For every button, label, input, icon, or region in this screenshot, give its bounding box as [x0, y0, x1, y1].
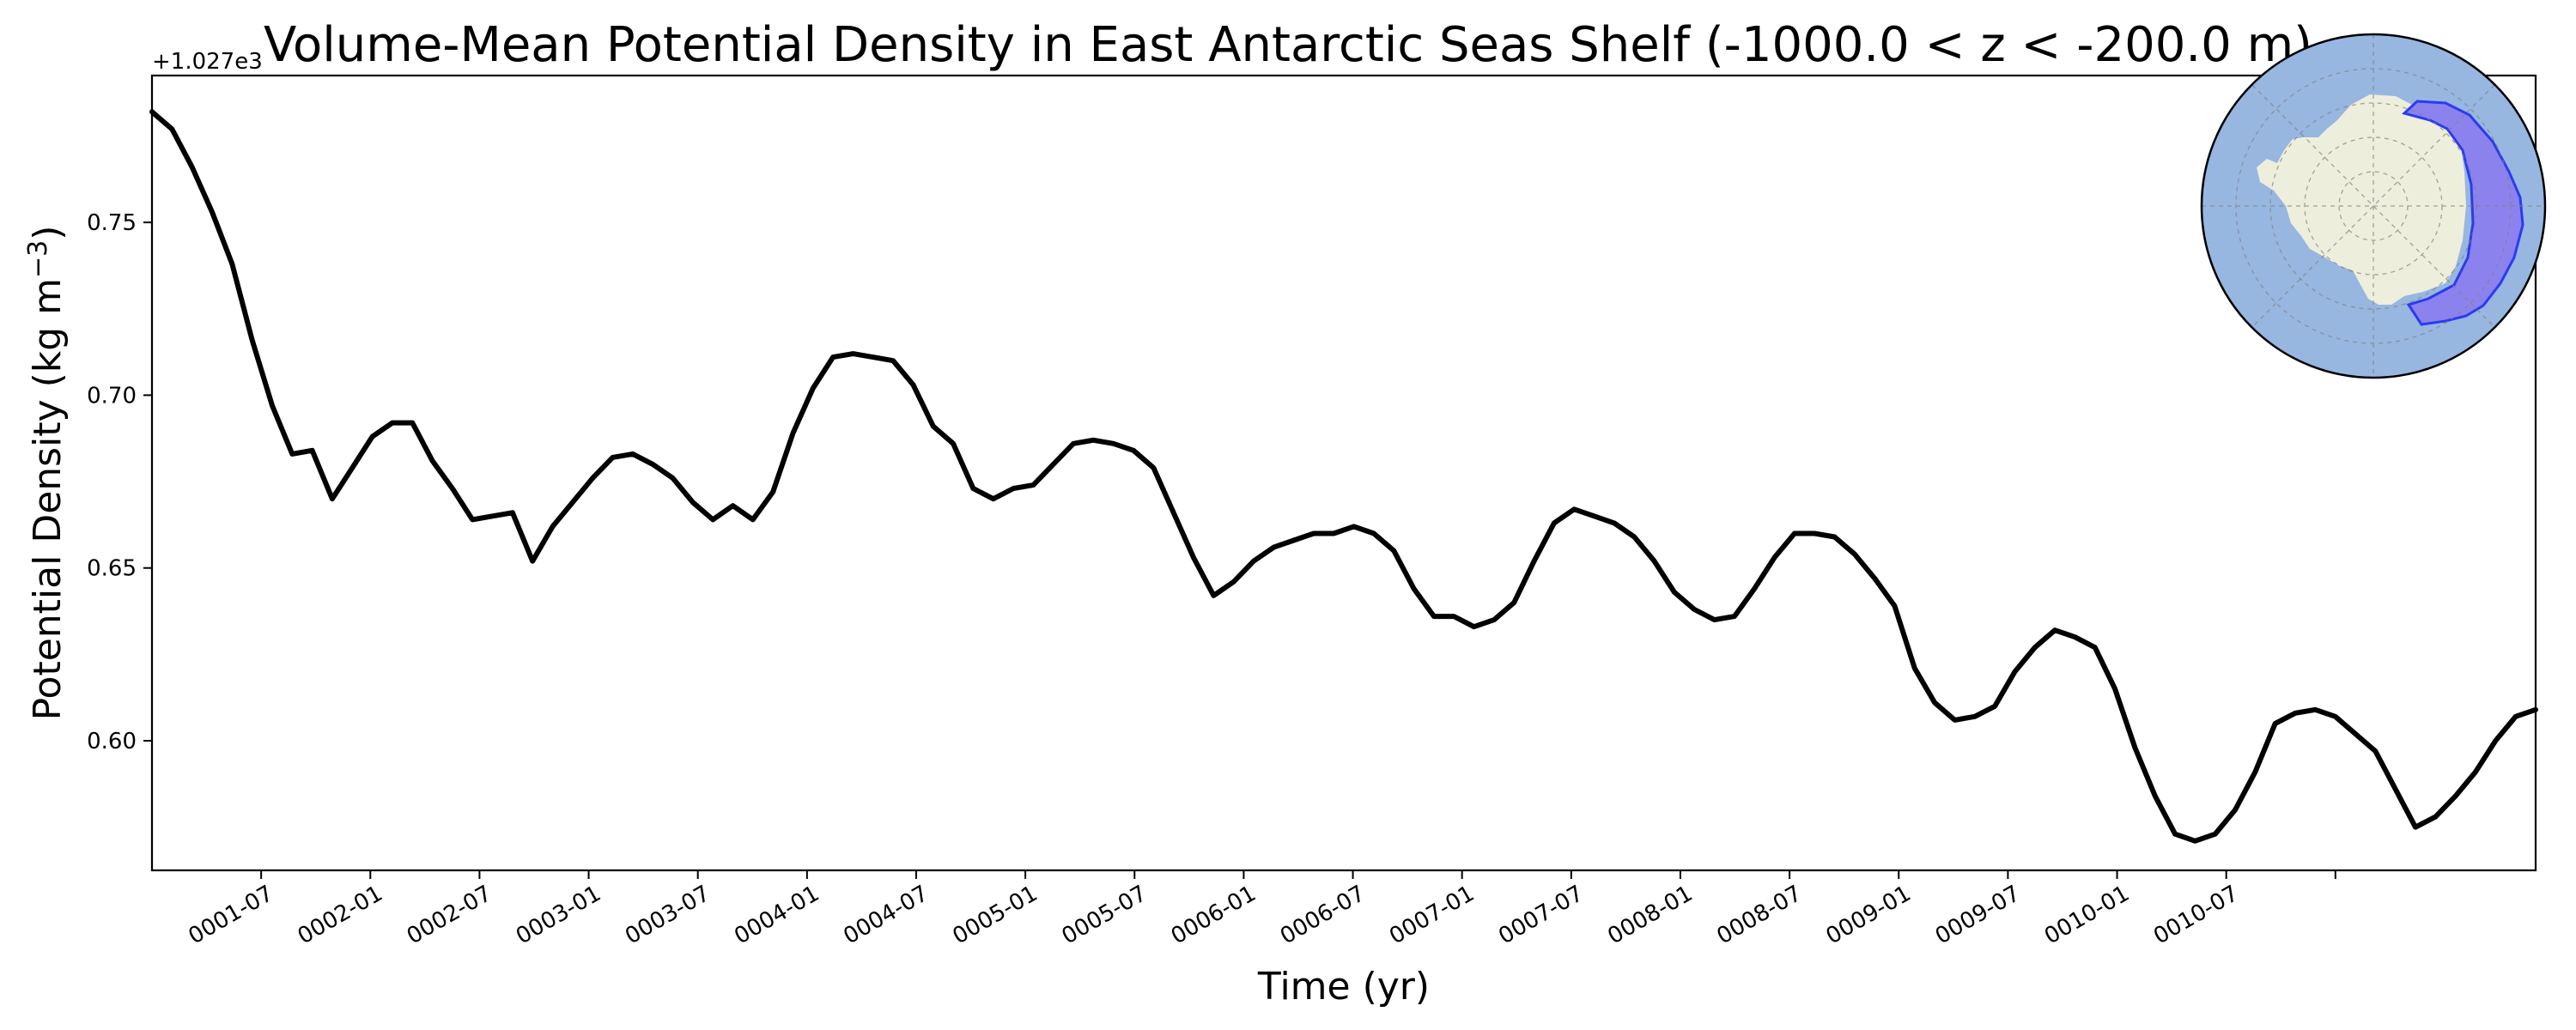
y-tick-label: 0.70 [87, 383, 137, 409]
x-tick-label: 0009-01 [1822, 881, 1916, 949]
x-tick-label: 0003-07 [621, 881, 714, 949]
offset-text: +1.027e3 [152, 49, 263, 75]
y-tick-label: 0.75 [87, 210, 137, 236]
x-tick-label: 0004-01 [730, 881, 823, 949]
y-axis-label: Potential Density (kg m−3) [23, 226, 70, 721]
x-axis-ticks: 0001-07 0002-01 0002-07 0003-01 0003-07 0004-… [185, 870, 2336, 949]
x-tick-label: 0007-01 [1385, 881, 1479, 949]
x-tick-label: 0010-01 [2040, 881, 2134, 949]
antarctica-inset-map [2200, 33, 2547, 379]
x-tick-label: 0008-07 [1713, 881, 1807, 949]
plot-area: 0001-07 0002-01 0002-07 0003-01 0003-07 0004-… [87, 74, 2538, 949]
x-tick-label: 0010-07 [2149, 881, 2243, 949]
east-antarctic-shelf-region [2401, 100, 2524, 326]
x-tick-label: 0005-01 [949, 881, 1042, 949]
x-tick-label: 0006-07 [1276, 881, 1370, 949]
series-line [149, 109, 2538, 844]
x-tick-label: 0004-07 [839, 881, 933, 949]
x-tick-label: 0008-01 [1603, 881, 1697, 949]
x-tick-label: 0006-01 [1167, 881, 1261, 949]
x-tick-label: 0001-07 [185, 881, 278, 949]
x-tick-label: 0007-07 [1494, 881, 1588, 949]
y-tick-label: 0.65 [87, 556, 137, 582]
x-axis-label: Time (yr) [1257, 965, 1430, 1009]
y-axis-label-exponent: −3 [23, 240, 53, 278]
x-tick-label: 0005-07 [1058, 881, 1151, 949]
x-tick-label: 0003-01 [512, 881, 605, 949]
x-tick-label: 0002-01 [294, 881, 387, 949]
plot-background [152, 76, 2536, 870]
y-tick-label: 0.60 [87, 729, 137, 754]
x-tick-label: 0002-07 [403, 881, 496, 949]
y-axis-label-main: Potential Density (kg m [26, 278, 70, 720]
y-axis-ticks: 0.60 0.65 0.70 0.75 [87, 210, 152, 754]
map-graticule [2202, 34, 2545, 378]
chart-title: Volume-Mean Potential Density in East An… [264, 17, 2312, 73]
antarctica-landmass [2257, 94, 2466, 305]
y-axis-label-close: ) [26, 226, 70, 240]
plot-frame [150, 74, 2537, 872]
x-tick-label: 0009-07 [1931, 881, 2025, 949]
map-boundary [2200, 33, 2547, 379]
